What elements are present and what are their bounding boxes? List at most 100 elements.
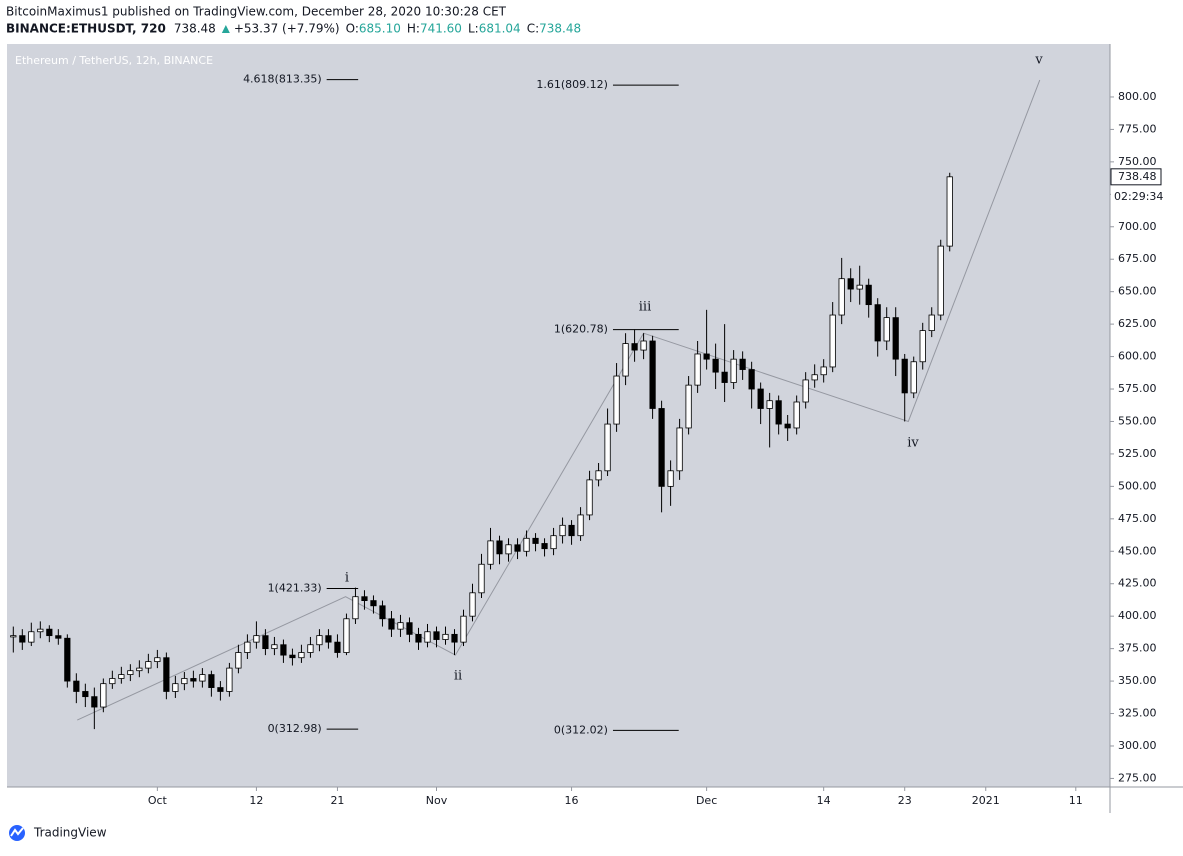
candle-body — [928, 314, 935, 332]
candle-body — [550, 535, 557, 550]
candle-body — [658, 408, 665, 487]
candle-body — [946, 176, 953, 247]
price-label: 738.48 — [1118, 170, 1157, 183]
candle-body — [136, 667, 143, 672]
symbol-line: BINANCE:ETHUSDT, 720 738.48 +53.37 (+7.79%… — [6, 22, 581, 36]
candle-body — [109, 678, 116, 685]
candle-body — [496, 540, 503, 555]
candle-body — [721, 371, 728, 383]
candle-body — [370, 600, 377, 607]
y-tick-label: 775.00 — [1118, 122, 1157, 135]
y-tick-label: 625.00 — [1118, 317, 1157, 330]
fib-label: 1.61(809.12) — [536, 78, 608, 91]
candle-body — [847, 278, 854, 290]
candle-body — [343, 618, 350, 653]
published-line: BitcoinMaximus1 published on TradingView… — [6, 5, 507, 19]
candle-body — [19, 635, 26, 643]
candle-body — [919, 330, 926, 363]
candle-body — [37, 628, 44, 633]
change: +53.37 (+7.79%) — [234, 22, 340, 36]
x-tick-label: Oct — [148, 794, 168, 807]
ohlc-value: 741.60 — [420, 22, 462, 36]
candle-body — [64, 637, 71, 682]
candle-body — [442, 633, 449, 640]
y-tick-label: 425.00 — [1118, 577, 1157, 590]
candle-body — [73, 680, 80, 692]
x-tick-label: 16 — [565, 794, 579, 807]
y-tick-label: 675.00 — [1118, 252, 1157, 265]
candle-body — [820, 366, 827, 376]
candle-body — [649, 340, 656, 409]
candle-body — [217, 687, 224, 692]
candle-body — [775, 400, 782, 425]
candle-body — [793, 401, 800, 429]
candle-body — [271, 644, 278, 650]
candle-body — [127, 670, 134, 675]
candle-body — [730, 358, 737, 383]
candle-body — [154, 657, 161, 663]
candle-body — [802, 379, 809, 403]
candle-body — [172, 683, 179, 692]
candle-body — [694, 353, 701, 386]
y-tick-label: 525.00 — [1118, 447, 1157, 460]
candle-body — [937, 245, 944, 316]
y-tick-label: 550.00 — [1118, 414, 1157, 427]
y-tick-label: 500.00 — [1118, 479, 1157, 492]
candle-body — [577, 514, 584, 537]
candle-body — [226, 667, 233, 692]
candle-body — [856, 284, 863, 290]
candle-body — [883, 317, 890, 342]
candle-body — [199, 674, 206, 682]
candle-body — [865, 284, 872, 306]
candle-body — [451, 633, 458, 643]
y-tick-label: 450.00 — [1118, 544, 1157, 557]
y-tick-label: 700.00 — [1118, 220, 1157, 233]
candle-body — [298, 652, 305, 659]
candle-body — [595, 470, 602, 481]
y-tick-label: 300.00 — [1118, 739, 1157, 752]
candle-body — [766, 400, 773, 409]
fib-label: 0(312.98) — [268, 722, 322, 735]
candle-body — [433, 631, 440, 640]
candle-body — [532, 537, 539, 544]
candle-body — [505, 544, 512, 555]
candle-body — [622, 343, 629, 377]
candle-body — [739, 358, 746, 370]
candle-body — [586, 479, 593, 516]
fib-label: 1(620.78) — [554, 323, 608, 336]
candle-body — [748, 369, 755, 390]
candle-body — [235, 652, 242, 669]
fib-label: 1(421.33) — [268, 581, 322, 594]
candle-body — [163, 657, 170, 692]
candle-body — [892, 317, 899, 360]
candle-body — [253, 635, 260, 643]
candle-body — [757, 388, 764, 409]
candle-body — [388, 618, 395, 630]
candle-body — [541, 543, 548, 550]
x-tick-label: 11 — [1069, 794, 1083, 807]
candle-body — [523, 537, 530, 552]
candle-body — [307, 644, 314, 653]
candle-body — [784, 423, 791, 429]
candle-body — [46, 628, 53, 637]
candle-body — [100, 683, 107, 708]
candle-body — [406, 622, 413, 635]
ohlc-key: C: — [527, 22, 539, 36]
candle-body — [28, 631, 35, 643]
y-tick-label: 600.00 — [1118, 350, 1157, 363]
wave-label: iv — [907, 436, 919, 451]
countdown-box — [1111, 188, 1169, 205]
candle-body — [631, 343, 638, 351]
up-arrow — [221, 25, 230, 33]
candle-body — [604, 423, 611, 472]
y-tick-label: 375.00 — [1118, 642, 1157, 655]
candle-body — [289, 654, 296, 659]
last-price: 738.48 — [174, 22, 216, 36]
y-tick-label: 275.00 — [1118, 771, 1157, 784]
candle-body — [703, 353, 710, 360]
candle-body — [478, 563, 485, 594]
candle-body — [316, 635, 323, 646]
candle-body — [487, 540, 494, 565]
fib-label: 0(312.02) — [554, 723, 608, 736]
